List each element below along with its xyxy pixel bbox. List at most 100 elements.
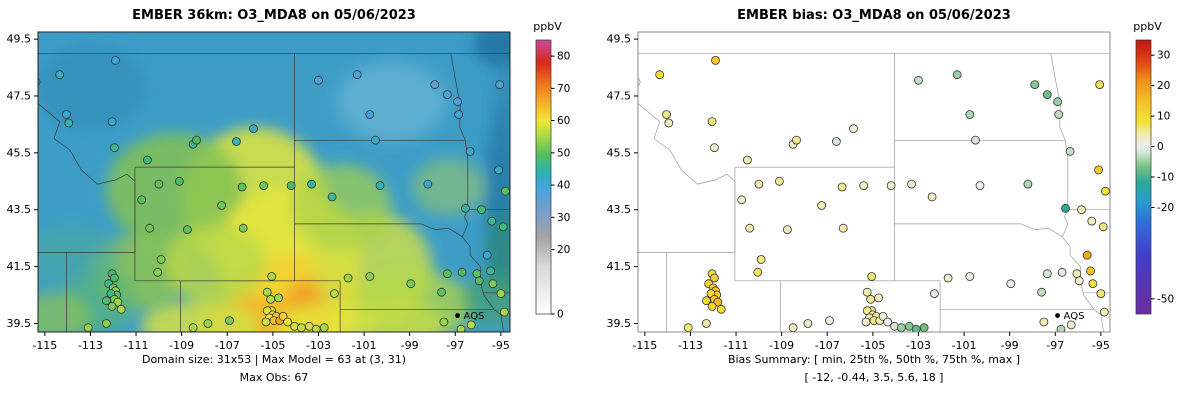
site-marker bbox=[188, 323, 198, 332]
site-marker bbox=[365, 272, 375, 281]
site-marker bbox=[914, 75, 923, 85]
site-marker bbox=[754, 179, 764, 189]
site-marker bbox=[1054, 110, 1064, 119]
site-marker bbox=[782, 225, 792, 235]
model-map-canvas: AQS -115 -113 -111 -109 -107 -105 -103 -101 -99 -9… bbox=[7, 20, 571, 352]
site-marker bbox=[156, 255, 166, 264]
site-marker bbox=[182, 225, 192, 235]
colorbar-tick-label: 0 bbox=[557, 309, 564, 321]
site-marker bbox=[655, 70, 665, 80]
site-marker bbox=[971, 135, 980, 145]
state-borders bbox=[38, 52, 510, 332]
site-marker bbox=[1096, 289, 1106, 299]
site-marker bbox=[274, 293, 284, 303]
colorbar-gradient bbox=[535, 39, 552, 315]
site-marker bbox=[442, 269, 452, 279]
site-marker bbox=[817, 201, 827, 210]
site-marker bbox=[662, 110, 671, 119]
x-tick-label: -109 bbox=[169, 339, 194, 352]
x-tick-label: -95 bbox=[1092, 339, 1110, 352]
site-marker bbox=[107, 301, 117, 311]
x-tick-label: -101 bbox=[952, 339, 977, 352]
site-marker bbox=[262, 287, 272, 297]
site-marker bbox=[1061, 203, 1070, 213]
site-marker bbox=[498, 222, 508, 232]
site-marker bbox=[474, 276, 484, 286]
site-marker bbox=[249, 124, 258, 134]
site-marker bbox=[831, 137, 841, 146]
y-tick-label: 47.5 bbox=[7, 89, 32, 102]
y-tick-label: 47.5 bbox=[607, 89, 632, 102]
site-marker bbox=[110, 273, 119, 283]
site-marker bbox=[329, 289, 339, 299]
site-marker bbox=[153, 267, 163, 277]
site-marker bbox=[495, 80, 505, 89]
site-marker bbox=[711, 56, 720, 65]
site-marker bbox=[866, 294, 876, 304]
colorbar-tick-label: -50 bbox=[1157, 293, 1174, 305]
site-marker bbox=[259, 181, 269, 191]
site-marker bbox=[952, 70, 962, 80]
site-marker bbox=[225, 316, 234, 326]
y-tick-label: 41.5 bbox=[607, 260, 632, 273]
site-marker bbox=[710, 143, 719, 153]
site-marker bbox=[442, 90, 452, 99]
x-tick-label: -107 bbox=[215, 339, 240, 352]
site-marker bbox=[437, 287, 447, 297]
site-marker bbox=[707, 301, 717, 311]
site-marker bbox=[1037, 287, 1047, 297]
x-tick-label: -105 bbox=[860, 339, 885, 352]
site-marker bbox=[886, 181, 896, 191]
site-marker bbox=[314, 75, 323, 85]
site-marker bbox=[774, 176, 784, 186]
site-marker bbox=[1074, 276, 1084, 286]
site-marker bbox=[1042, 90, 1052, 99]
site-marker bbox=[716, 304, 726, 314]
site-marker bbox=[803, 319, 813, 328]
site-marker bbox=[1066, 320, 1076, 330]
aqs-legend-label: AQS bbox=[464, 311, 485, 322]
site-marker bbox=[453, 97, 463, 107]
colorbar-tick-label: 20 bbox=[557, 244, 570, 256]
site-marker bbox=[742, 155, 752, 165]
site-marker bbox=[707, 117, 717, 126]
site-marker bbox=[266, 294, 276, 304]
site-marker bbox=[231, 137, 241, 146]
site-marker bbox=[456, 324, 466, 332]
y-tick-label: 39.5 bbox=[607, 317, 632, 330]
site-marker bbox=[454, 110, 464, 119]
site-marker bbox=[457, 267, 467, 277]
colorbar-tick-label: 40 bbox=[557, 180, 570, 192]
x-tick-label: -115 bbox=[32, 339, 57, 352]
colorbar-gradient bbox=[1135, 39, 1152, 315]
site-marker bbox=[499, 307, 509, 317]
y-tick-label: 49.5 bbox=[607, 33, 632, 46]
colorbar-tick-label: 50 bbox=[557, 147, 570, 159]
site-marker bbox=[1056, 324, 1066, 332]
site-marker bbox=[278, 311, 288, 321]
caption-bias-summary-values: [ -12, -0.44, 3.5, 5.6, 18 ] bbox=[804, 371, 944, 384]
plot-frame bbox=[637, 31, 1111, 333]
site-marker bbox=[897, 323, 906, 332]
x-tick-label: -113 bbox=[78, 339, 103, 352]
site-marker bbox=[874, 293, 884, 303]
site-marker bbox=[862, 287, 872, 297]
caption-bias-summary-header: Bias Summary: [ min, 25th %, 50th %, 75t… bbox=[727, 353, 1021, 366]
site-marker bbox=[753, 267, 763, 277]
aqs-legend-label: AQS bbox=[1064, 311, 1085, 322]
x-tick-label: -105 bbox=[260, 339, 285, 352]
site-marker bbox=[461, 203, 470, 213]
panel-bias-map: EMBER bias: O3_MDA8 on 05/06/2023 AQS -11… bbox=[600, 0, 1200, 409]
colorbar-tick-label: 30 bbox=[1157, 50, 1170, 62]
site-marker bbox=[110, 143, 119, 153]
site-marker bbox=[145, 223, 155, 233]
site-marker bbox=[702, 296, 711, 306]
site-marker bbox=[283, 317, 293, 327]
colorbar-tick-label: 0 bbox=[1157, 141, 1164, 153]
site-marker bbox=[62, 110, 71, 119]
site-marker bbox=[439, 317, 449, 327]
site-marker bbox=[702, 319, 711, 328]
site-marker bbox=[116, 304, 126, 314]
site-marker bbox=[297, 323, 306, 332]
site-marker bbox=[664, 118, 674, 128]
